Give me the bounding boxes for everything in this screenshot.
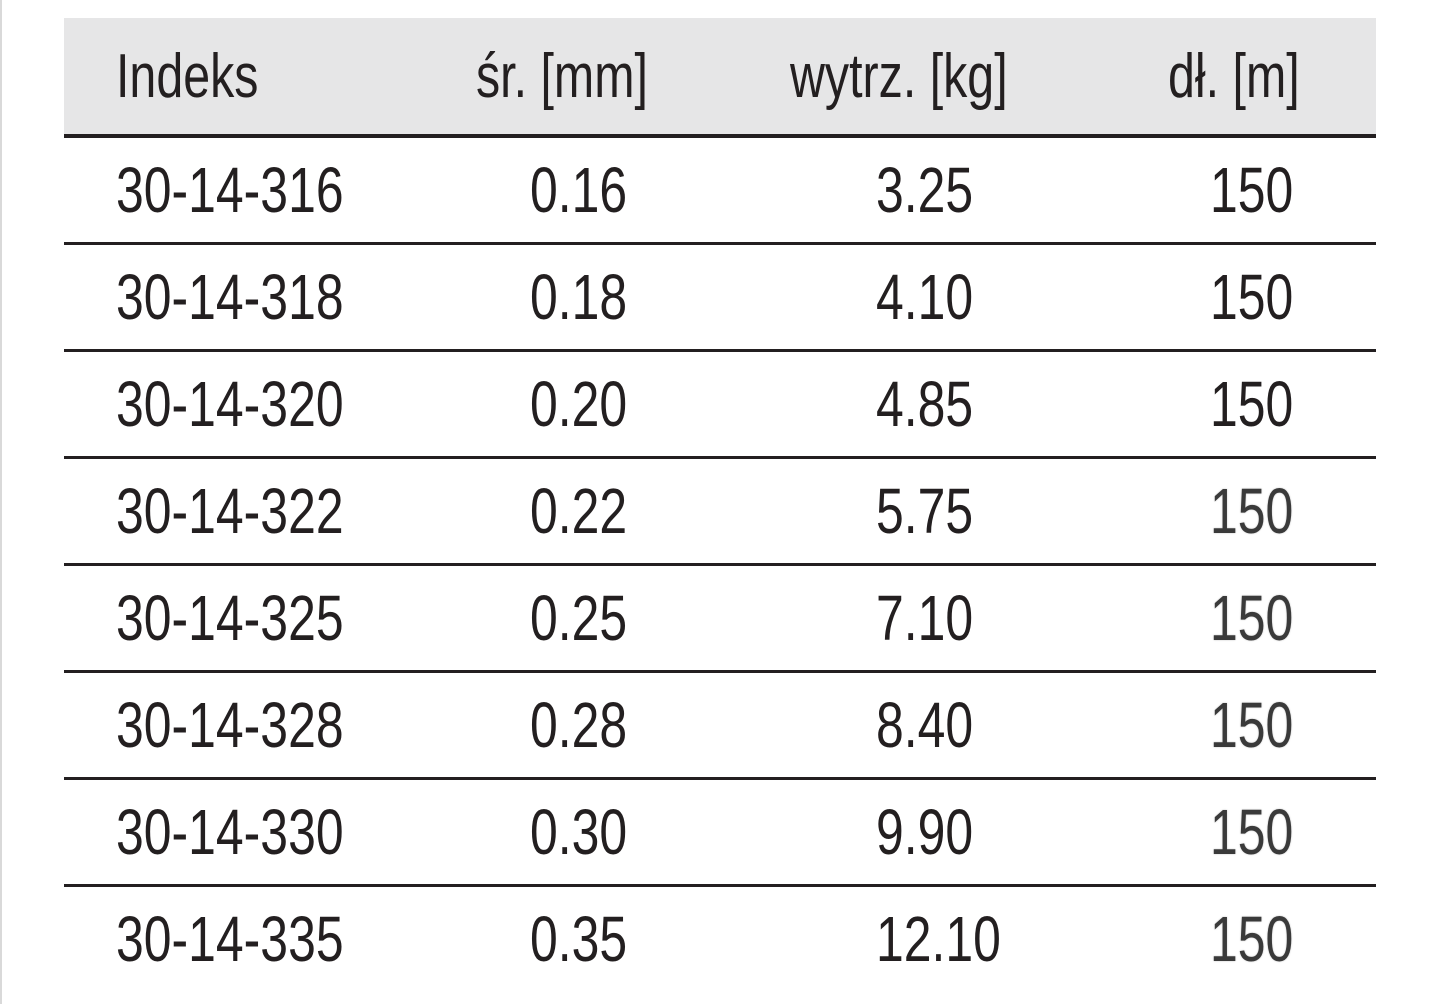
cell-strength: 5.75 <box>876 475 974 547</box>
cell-index: 30-14-325 <box>116 582 344 654</box>
cell-diameter: 0.30 <box>530 796 628 868</box>
page-edge <box>0 0 2 1004</box>
cell-diameter: 0.28 <box>530 689 628 761</box>
cell-length: 150 <box>1210 689 1294 761</box>
cell-diameter: 0.25 <box>530 582 628 654</box>
table-header-row: Indeks śr. [mm] wytrz. [kg] dł. [m] <box>64 18 1376 138</box>
cell-index: 30-14-330 <box>116 796 344 868</box>
table-row: 30-14-316 0.16 3.25 150 <box>64 138 1376 245</box>
cell-length: 150 <box>1210 475 1294 547</box>
cell-strength: 4.10 <box>876 261 974 333</box>
cell-index: 30-14-316 <box>116 154 344 226</box>
cell-diameter: 0.16 <box>530 154 628 226</box>
cell-index: 30-14-335 <box>116 903 344 975</box>
table-row: 30-14-330 0.30 9.90 150 <box>64 780 1376 887</box>
cell-length: 150 <box>1210 261 1294 333</box>
header-strength: wytrz. [kg] <box>790 41 1008 111</box>
cell-strength: 7.10 <box>876 582 974 654</box>
cell-length: 150 <box>1210 796 1294 868</box>
cell-strength: 12.10 <box>876 903 1001 975</box>
cell-length: 150 <box>1210 582 1294 654</box>
table-row: 30-14-318 0.18 4.10 150 <box>64 245 1376 352</box>
cell-length: 150 <box>1210 903 1294 975</box>
product-spec-table: Indeks śr. [mm] wytrz. [kg] dł. [m] 30-1… <box>64 18 1376 991</box>
cell-index: 30-14-320 <box>116 368 344 440</box>
cell-strength: 3.25 <box>876 154 974 226</box>
table-row: 30-14-322 0.22 5.75 150 <box>64 459 1376 566</box>
cell-length: 150 <box>1210 154 1294 226</box>
cell-diameter: 0.35 <box>530 903 628 975</box>
cell-index: 30-14-318 <box>116 261 344 333</box>
table-row: 30-14-335 0.35 12.10 150 <box>64 887 1376 991</box>
cell-index: 30-14-328 <box>116 689 344 761</box>
cell-length: 150 <box>1210 368 1294 440</box>
cell-strength: 4.85 <box>876 368 974 440</box>
cell-strength: 9.90 <box>876 796 974 868</box>
cell-strength: 8.40 <box>876 689 974 761</box>
table-row: 30-14-320 0.20 4.85 150 <box>64 352 1376 459</box>
cell-diameter: 0.18 <box>530 261 628 333</box>
cell-index: 30-14-322 <box>116 475 344 547</box>
cell-diameter: 0.20 <box>530 368 628 440</box>
table-row: 30-14-325 0.25 7.10 150 <box>64 566 1376 673</box>
cell-diameter: 0.22 <box>530 475 628 547</box>
header-diameter: śr. [mm] <box>476 41 648 111</box>
header-index: Indeks <box>116 41 259 111</box>
header-length: dł. [m] <box>1168 41 1300 111</box>
table-row: 30-14-328 0.28 8.40 150 <box>64 673 1376 780</box>
